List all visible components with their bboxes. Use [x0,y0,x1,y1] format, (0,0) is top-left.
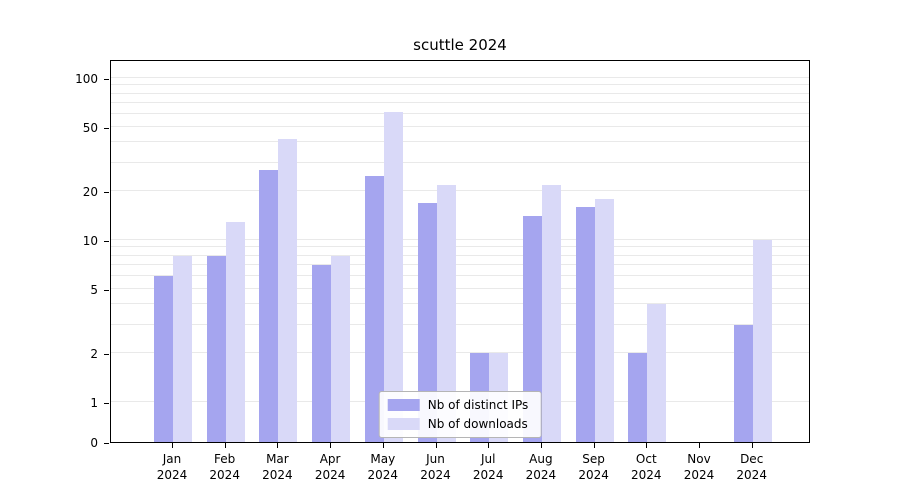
gridline [111,190,809,192]
x-tick-mark [751,443,753,448]
bar-downloads [752,240,772,442]
bar-downloads [383,111,403,442]
gridline [111,352,809,354]
y-axis-tick-label: 0 [90,436,98,450]
gridline [111,112,809,114]
x-tick-mark [277,443,279,448]
gridline [111,254,809,256]
bar-downloads [594,198,614,442]
bar-distinct-ips [154,275,173,442]
x-axis-tick-label: Jul 2024 [472,452,504,483]
x-axis-tick-label: Aug 2024 [525,452,557,483]
bar-distinct-ips [628,353,648,442]
x-tick-mark [172,443,173,448]
bar-distinct-ips [522,216,542,442]
x-axis-tick-label: Dec 2024 [736,452,767,483]
x-axis-tick-label: Feb 2024 [209,452,240,483]
gridline [111,84,809,86]
gridline [111,274,809,276]
legend-label-downloads: Nb of downloads [427,417,528,431]
gridline [111,92,809,94]
bar-downloads [278,139,298,442]
x-axis-tick-label: Apr 2024 [314,452,346,483]
gridline [111,287,809,289]
gridline [111,239,809,240]
x-tick-mark [435,443,437,448]
y-tick-mark [104,127,109,129]
y-tick-mark [104,192,109,194]
legend-label-distinct-ips: Nb of distinct IPs [427,398,529,412]
bar-distinct-ips [364,175,384,442]
legend: Nb of distinct IPs Nb of downloads [378,391,542,438]
x-tick-mark [488,443,490,448]
gridline [111,264,809,266]
y-tick-mark [104,403,109,404]
bar-downloads [647,304,667,442]
bar-distinct-ips [575,206,595,442]
legend-swatch-downloads [387,418,420,430]
chart-title: scuttle 2024 [413,36,507,54]
gridline [111,303,809,305]
y-tick-mark [104,443,109,444]
x-tick-mark [646,443,648,448]
x-axis-tick-label: Mar 2024 [262,452,293,483]
y-tick-mark [104,289,109,291]
bar-downloads [541,184,561,442]
gridline [111,161,809,163]
bar-distinct-ips [733,324,753,442]
bar-downloads [173,255,192,442]
x-tick-mark [593,443,595,448]
legend-swatch-distinct-ips [387,399,420,411]
bar-distinct-ips [206,255,226,442]
bar-downloads [331,255,351,442]
y-axis-tick-label: 1 [90,396,98,410]
y-axis-tick-label: 100 [75,72,98,86]
y-axis-tick-label: 2 [90,347,98,362]
legend-item-downloads: Nb of downloads [387,417,529,431]
y-axis-tick-label: 20 [82,185,98,200]
x-axis-tick-label: May 2024 [367,452,399,483]
x-tick-mark [382,443,384,448]
x-axis-tick-label: Nov 2024 [683,452,715,483]
gridline [111,125,809,127]
y-tick-mark [104,354,109,356]
x-tick-mark [224,443,226,448]
bar-distinct-ips [312,265,332,442]
gridline [111,77,809,78]
legend-item-distinct-ips: Nb of distinct IPs [387,398,529,412]
x-tick-mark [540,443,542,448]
x-axis-tick-label: Jun 2024 [420,452,451,483]
gridline [111,102,809,104]
y-tick-mark [104,79,109,80]
x-tick-mark [330,443,332,448]
y-axis-tick-label: 10 [82,234,98,248]
x-axis-tick-label: Oct 2024 [631,452,662,483]
x-axis-tick-label: Sep 2024 [578,452,609,483]
gridline [111,246,809,248]
y-axis-tick-label: 50 [82,120,98,135]
x-tick-mark [699,443,700,448]
plot-area: Nb of distinct IPs Nb of downloads [110,60,810,443]
y-axis-tick-label: 5 [90,282,98,297]
bar-downloads [225,221,245,442]
bar-downloads [436,184,456,442]
y-tick-mark [104,241,109,242]
x-axis-tick-label: Jan 2024 [156,452,188,483]
gridline [111,141,809,143]
gridline [111,323,809,325]
bar-distinct-ips [417,202,437,442]
bar-distinct-ips [259,170,279,442]
